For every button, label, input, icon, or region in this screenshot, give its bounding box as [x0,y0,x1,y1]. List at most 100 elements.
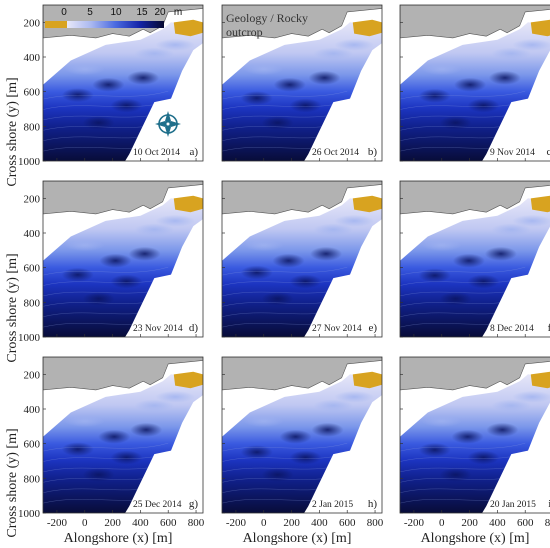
map-panel: 8 Dec 2014 f) [399,180,550,338]
colorbar-tick: 5 [87,7,93,18]
panel-frame [221,4,383,162]
x-tick-label: 600 [339,517,356,529]
y-axis-title-row1: Cross shore (y) [m] [5,77,20,186]
y-tick-label: 600 [24,263,41,275]
panel-letter: b) [368,146,378,158]
panel-frame [42,356,204,514]
map-panel: 20 Jan 2015 i) [399,356,550,514]
panel-frame [399,4,550,162]
panel-frame [399,180,550,338]
panel-frame [221,356,383,514]
rocky-outcrop [173,371,203,389]
land-area [222,181,382,215]
panel-frame [42,180,204,338]
rocky-outcrop [530,19,550,37]
panel-letter: a) [189,146,198,158]
panel-date: 20 Jan 2015 [490,500,536,510]
panel-frame [221,180,383,338]
rocky-outcrop [173,195,203,213]
x-tick-label: 400 [489,517,506,529]
x-tick-label: 600 [517,517,534,529]
y-tick-label: 200 [24,17,41,29]
panel-date: 2 Jan 2015 [312,500,353,510]
geology-annotation-line1: Geology / Rocky [226,11,308,25]
panel-letter: e) [368,322,377,334]
y-axis-title-row2: Cross shore (y) [m] [5,253,20,362]
map-panel: 23 Nov 2014 d) [42,180,204,338]
x-tick-label: -200 [404,517,425,529]
rocky-outcrop [352,371,382,389]
panel-frame [399,356,550,514]
x-tick-label: 200 [283,517,300,529]
panel-letter: d) [189,322,199,334]
y-tick-label: 600 [24,439,41,451]
x-tick-label: -200 [47,517,68,529]
rocky-outcrop [530,371,550,389]
colorbar-tick: 20 [154,7,166,18]
y-tick-label: 200 [24,193,41,205]
land-area [400,5,550,39]
panel-letter: h) [368,498,378,510]
compass-rose-icon [155,111,181,137]
panel-letter: g) [189,498,199,510]
x-tick-label: 200 [104,517,121,529]
colorbar-unit: m [174,7,182,18]
x-tick-label: 200 [461,517,478,529]
map-panel: 26 Oct 2014 b) [221,4,383,162]
x-axis-title-col2: Alongshore (x) [m] [243,531,352,546]
colorbar-gradient [67,21,164,28]
panel-date: 10 Oct 2014 [133,148,180,158]
x-tick-label: 400 [132,517,149,529]
map-panel: 2 Jan 2015 h) [221,356,383,514]
geology-annotation-line2: outcrop [226,25,263,39]
x-tick-label: 800 [188,517,205,529]
land-area [400,181,550,215]
map-panel: 9 Nov 2014 c) [399,4,550,162]
x-tick-label: 0 [261,517,267,529]
y-tick-label: 800 [24,473,41,485]
panel-letter: i) [548,498,550,510]
x-tick-label: 800 [367,517,384,529]
panel-date: 9 Nov 2014 [490,148,535,158]
panel-date: 8 Dec 2014 [490,324,534,334]
panel-date: 26 Oct 2014 [312,148,359,158]
rocky-outcrop [352,19,382,37]
x-axis-title-col1: Alongshore (x) [m] [64,531,173,546]
y-tick-label: 1000 [18,508,41,520]
colorbar: 0 5 10 15 20 m [45,7,182,28]
panel-date: 27 Nov 2014 [312,324,362,334]
x-axis-title-col3: Alongshore (x) [m] [421,531,530,546]
colorbar-outcrop-swatch [45,21,67,28]
colorbar-tick: 15 [136,7,148,18]
rocky-outcrop [173,19,203,37]
x-tick-label: 0 [439,517,445,529]
panel-letter: c) [546,146,550,158]
panel-date: 23 Nov 2014 [133,324,183,334]
map-panel: 27 Nov 2014 e) [221,180,383,338]
y-axis-title-row3: Cross shore (y) [m] [5,428,20,537]
land-area [222,357,382,391]
y-tick-label: 800 [24,121,41,133]
land-area [222,5,382,39]
land-area [43,181,203,215]
land-area [43,357,203,391]
colorbar-tick: 10 [110,7,122,18]
land-area [400,357,550,391]
colorbar-tick: 0 [61,7,67,18]
y-tick-label: 1000 [18,156,41,168]
panel-date: 25 Dec 2014 [133,500,182,510]
y-tick-label: 400 [24,228,41,240]
y-tick-label: 800 [24,297,41,309]
y-tick-label: 400 [24,52,41,64]
x-tick-label: 400 [311,517,328,529]
map-panel: 10 Oct 2014 a) [42,4,204,162]
y-tick-label: 200 [24,369,41,381]
x-tick-label: 0 [82,517,88,529]
y-tick-label: 1000 [18,332,41,344]
rocky-outcrop [352,195,382,213]
panel-letter: f) [548,322,550,334]
y-tick-label: 400 [24,404,41,416]
panel-frame [42,4,204,162]
map-panel: 25 Dec 2014 g) [42,356,204,514]
